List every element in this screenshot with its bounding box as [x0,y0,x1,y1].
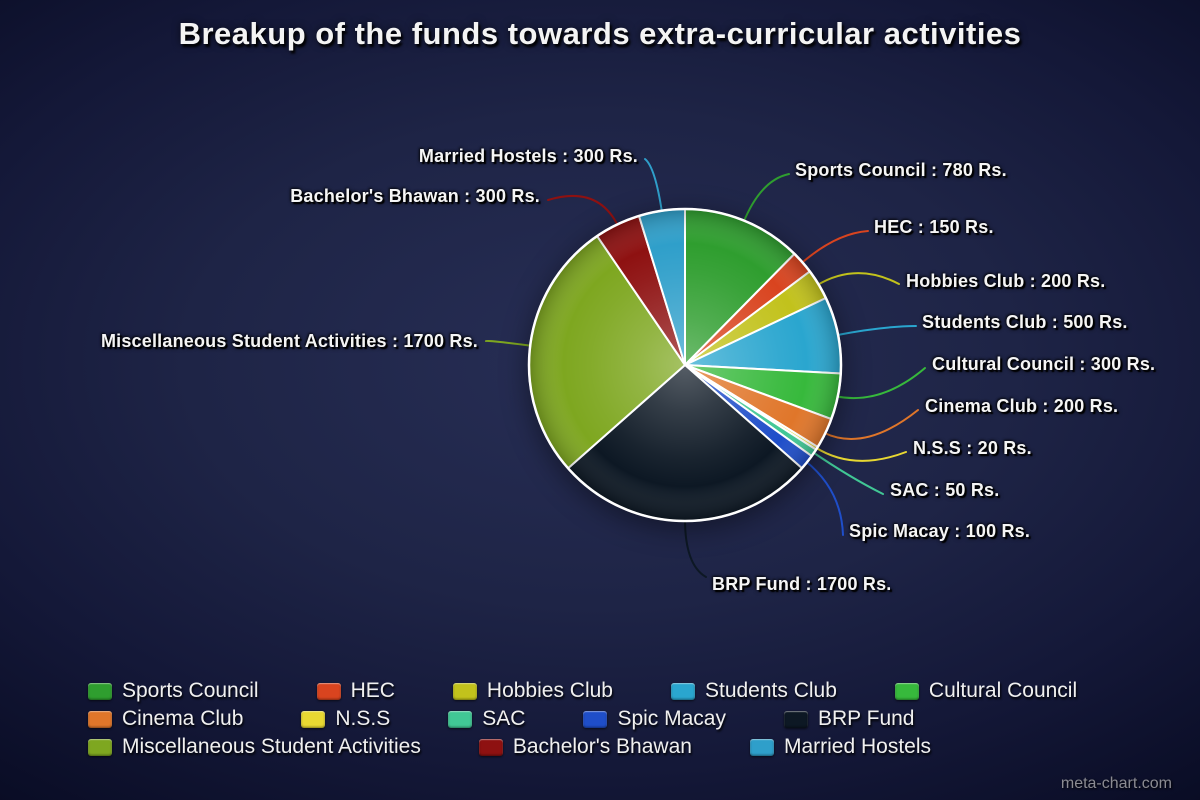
legend-item-spic-macay: Spic Macay [583,707,726,731]
legend-row-3: Miscellaneous Student Activities Bachelor… [88,733,1077,761]
legend-swatch-sports-council [88,682,112,700]
leader-line-hec [799,230,869,265]
legend-item-bachelor-s-bhawan: Bachelor's Bhawan [478,735,692,759]
legend-swatch-cinema-club [88,710,112,728]
legend-item-cinema-club: Cinema Club [88,707,243,731]
legend-label-cinema-club: Cinema Club [122,707,244,730]
leader-line-sports-council [742,173,790,224]
leader-line-married-hostels [644,158,664,214]
legend-item-hec: HEC [316,679,395,703]
legend-label-cultural-council: Cultural Council [928,679,1078,702]
legend-label-hec: HEC [350,679,395,702]
legend-swatch-hobbies-club [452,682,477,700]
legend-row-1: Sports Council HEC Hobbies Club Students Cl… [88,677,1077,705]
legend-item-sports-council: Sports Council [88,679,259,703]
legend-swatch-sac [448,710,473,728]
leader-line-cultural-council [834,367,926,400]
legend-item-brp-fund: BRP Fund [783,707,915,731]
legend-label-n-s-s: N.S.S [335,707,391,730]
legend-label-married-hostels: Married Hostels [783,735,931,758]
legend-label-students-club: Students Club [704,679,837,702]
legend-swatch-students-club [670,682,695,700]
leader-line-spic-macay [804,460,844,536]
legend-row-2: Cinema Club N.S.S SAC Spic Macay BRP Fund [88,705,1077,733]
legend-item-miscellaneous-student-activities: Miscellaneous Student Activities [88,735,421,759]
watermark: meta-chart.com [1060,775,1172,792]
legend-item-sac: SAC [448,707,525,731]
legend-swatch-spic-macay [583,710,608,728]
legend-swatch-bachelor-s-bhawan [478,738,503,756]
legend-label-miscellaneous-student-activities: Miscellaneous Student Activities [122,735,421,758]
legend-label-sports-council: Sports Council [122,679,259,702]
pie-slices [528,208,842,523]
legend-swatch-hec [316,682,341,700]
legend-item-hobbies-club: Hobbies Club [452,679,613,703]
legend-label-spic-macay: Spic Macay [617,707,726,730]
leader-line-bachelor-s-bhawan [547,194,620,228]
chart-title: Breakup of the funds towards extra-curri… [178,16,1022,51]
legend-swatch-n-s-s [301,710,326,728]
leader-line-cinema-club [822,409,919,440]
legend-swatch-brp-fund [783,710,808,728]
legend-item-married-hostels: Married Hostels [749,735,931,759]
pie-outline [527,207,843,523]
legend-label-hobbies-club: Hobbies Club [486,679,613,702]
legend-label-sac: SAC [482,707,526,730]
legend-swatch-cultural-council [894,682,919,700]
legend-swatch-married-hostels [749,738,774,756]
legend-item-cultural-council: Cultural Council [894,679,1078,703]
leader-line-students-club [835,325,917,337]
leader-line-brp-fund [684,518,707,578]
legend-label-brp-fund: BRP Fund [817,707,915,730]
legend: Sports Council HEC Hobbies Club Students Cl… [88,677,1077,761]
leader-line-hobbies-club [815,272,900,287]
legend-item-students-club: Students Club [670,679,837,703]
legend-label-bachelor-s-bhawan: Bachelor's Bhawan [512,735,692,758]
legend-swatch-miscellaneous-student-activities [88,738,112,756]
legend-item-n-s-s: N.S.S [301,707,390,731]
leader-line-miscellaneous-student-activities [485,339,534,347]
leader-line-n-s-s [814,446,907,462]
leader-line-sac [811,450,884,495]
